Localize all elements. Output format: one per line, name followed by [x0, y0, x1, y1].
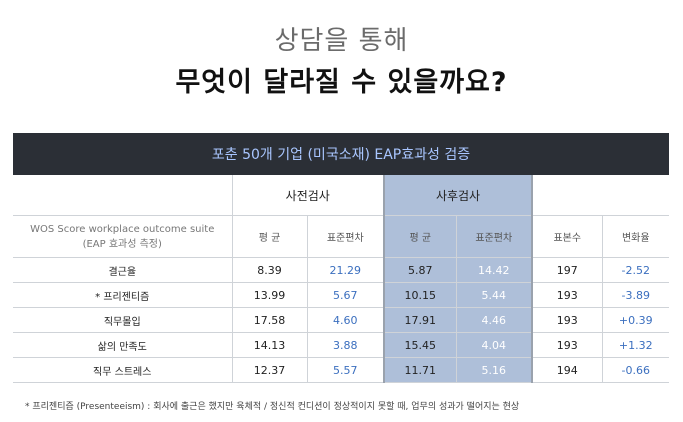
post-mean-cell: 17.91 — [384, 307, 457, 333]
row-label: 결근율 — [13, 257, 233, 283]
footnote: * 프리젠티즘 (Presenteeism) : 회사에 출근은 했지만 육체적… — [25, 402, 520, 412]
heading-line1: 상담을 통해 — [274, 26, 409, 56]
header-post-test: 사후검사 — [384, 175, 534, 216]
post-mean-cell: 15.45 — [384, 332, 457, 358]
pre-mean-cell: 14.13 — [232, 332, 308, 358]
row-label: 직무 스트레스 — [13, 357, 233, 383]
post-sd-cell: 14.42 — [456, 257, 534, 283]
table-row: 결근율 8.39 21.29 5.87 14.42 197 -2.52 — [13, 257, 670, 283]
header-empty — [13, 175, 233, 216]
sample-size-cell: 194 — [532, 357, 603, 383]
eap-table-panel: 포춘 50개 기업 (미국소재) EAP효과성 검증 사전검사 사후검사 WOS… — [13, 133, 670, 383]
pre-sd-cell: 3.88 — [307, 332, 386, 358]
header-n: 표본수 — [532, 215, 603, 258]
table-row: * 프리젠티즘 13.99 5.67 10.15 5.44 193 -3.89 — [13, 282, 670, 308]
sample-size-cell: 193 — [532, 307, 603, 333]
sample-size-cell: 193 — [532, 282, 603, 308]
table-row: 삶의 만족도 14.13 3.88 15.45 4.04 193 +1.32 — [13, 332, 670, 358]
header-row-groups: 사전검사 사후검사 — [13, 175, 670, 216]
table-banner: 포춘 50개 기업 (미국소재) EAP효과성 검증 — [13, 133, 669, 175]
change-rate-cell: -0.66 — [602, 357, 670, 383]
header-pre-sd: 표준편차 — [307, 215, 386, 258]
pre-sd-cell: 5.57 — [307, 357, 386, 383]
row-label: * 프리젠티즘 — [13, 282, 233, 308]
post-sd-cell: 4.04 — [456, 332, 534, 358]
header-empty-right — [532, 175, 670, 216]
pre-sd-cell: 5.67 — [307, 282, 386, 308]
pre-sd-cell: 21.29 — [307, 257, 386, 283]
post-sd-cell: 4.46 — [456, 307, 534, 333]
change-rate-cell: +1.32 — [602, 332, 670, 358]
table-row: 직무몰입 17.58 4.60 17.91 4.46 193 +0.39 — [13, 307, 670, 333]
pre-mean-cell: 12.37 — [232, 357, 308, 383]
heading-line2: 무엇이 달라질 수 있을까요? — [175, 67, 508, 98]
pre-sd-cell: 4.60 — [307, 307, 386, 333]
sample-size-cell: 193 — [532, 332, 603, 358]
row-label: 삶의 만족도 — [13, 332, 233, 358]
header-row-label: WOS Score workplace outcome suite (EAP 효… — [13, 215, 233, 258]
header-pre-mean: 평 균 — [232, 215, 308, 258]
pre-mean-cell: 13.99 — [232, 282, 308, 308]
post-mean-cell: 11.71 — [384, 357, 457, 383]
header-post-sd: 표준편차 — [456, 215, 534, 258]
pre-mean-cell: 17.58 — [232, 307, 308, 333]
header-row-columns: WOS Score workplace outcome suite (EAP 효… — [13, 215, 670, 258]
post-sd-cell: 5.44 — [456, 282, 534, 308]
post-mean-cell: 10.15 — [384, 282, 457, 308]
table-row: 직무 스트레스 12.37 5.57 11.71 5.16 194 -0.66 — [13, 357, 670, 383]
post-mean-cell: 5.87 — [384, 257, 457, 283]
post-sd-cell: 5.16 — [456, 357, 534, 383]
row-label: 직무몰입 — [13, 307, 233, 333]
change-rate-cell: -2.52 — [602, 257, 670, 283]
header-pre-test: 사전검사 — [232, 175, 386, 216]
header-change: 변화율 — [602, 215, 670, 258]
pre-mean-cell: 8.39 — [232, 257, 308, 283]
eap-results-table: 사전검사 사후검사 WOS Score workplace outcome su… — [13, 175, 670, 383]
change-rate-cell: +0.39 — [602, 307, 670, 333]
header-post-mean: 평 균 — [384, 215, 457, 258]
change-rate-cell: -3.89 — [602, 282, 670, 308]
sample-size-cell: 197 — [532, 257, 603, 283]
